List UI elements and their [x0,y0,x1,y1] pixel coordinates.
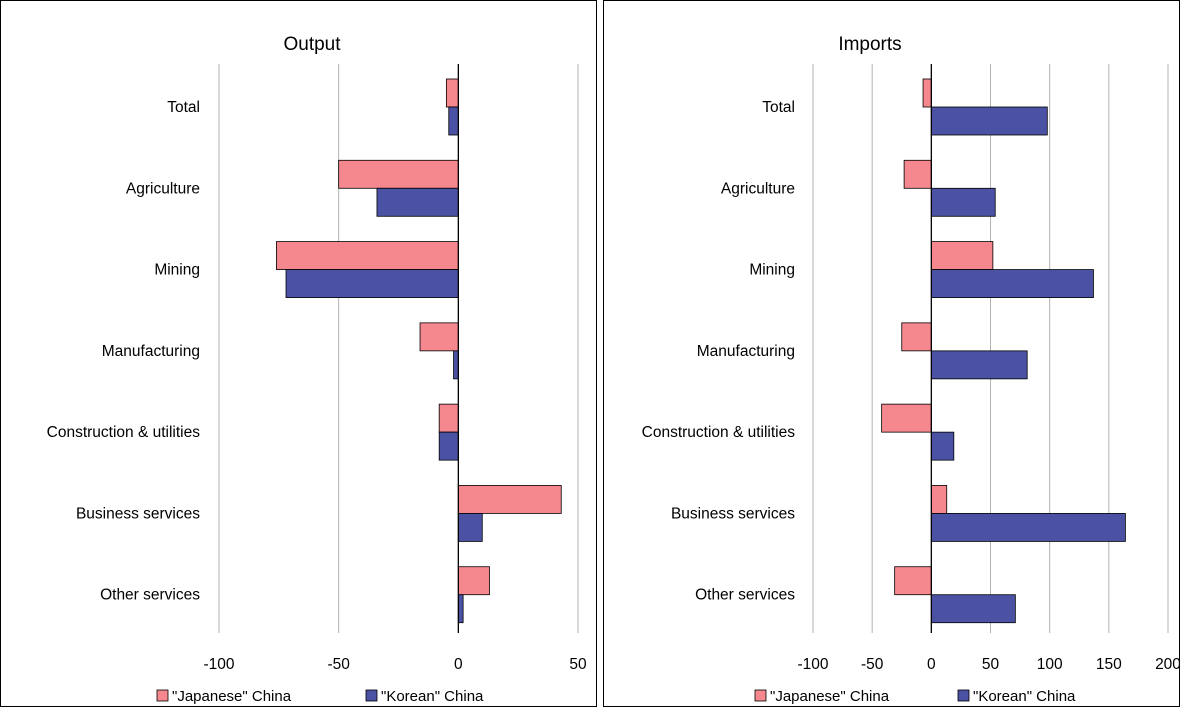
category-label: Manufacturing [102,343,200,360]
japanese-china-bar [894,566,932,596]
legend-swatch-japanese-china [156,689,169,702]
legend-label-japanese-china: "Japanese" China [770,688,890,705]
japanese-china-bar [457,566,490,596]
x-tick-label: 50 [569,656,587,673]
category-label: Total [167,99,200,116]
legend-swatch-japanese-china [754,689,767,702]
korean-china-bar [438,431,459,461]
chart-title: Output [283,34,341,55]
x-tick-label: 150 [1096,656,1122,673]
korean-china-bar [453,350,459,380]
korean-china-bar [457,594,464,624]
japanese-china-bar [922,78,932,108]
japanese-china-bar [438,403,459,433]
category-label: Construction & utilities [47,424,201,441]
korean-china-bar [448,106,459,136]
legend-label-korean-china: "Korean" China [381,688,484,705]
category-label: Construction & utilities [642,424,796,441]
japanese-china-bar [419,322,459,352]
x-tick-label: -100 [797,656,828,673]
imports-chart: Imports Total Agriculture Mining Manufacturi… [642,34,1180,705]
korean-china-bar [930,350,1028,380]
legend-label-korean-china: "Korean" China [973,688,1076,705]
output-chart: Output Total Agriculture Mining Manufacturin… [47,34,587,705]
category-label: Agriculture [721,180,795,197]
japanese-china-bar [930,485,948,514]
x-tick-label: -100 [203,656,234,673]
korean-china-bar [457,513,483,542]
japanese-china-bar [901,322,932,352]
japanese-china-bar [276,241,459,270]
korean-china-bar [930,513,1126,542]
output-chart-panel: Output Total Agriculture Mining Manufacturin… [0,0,597,707]
x-tick-label: 0 [927,656,936,673]
japanese-china-bar [445,78,459,108]
korean-china-bar [930,269,1094,298]
x-tick-label: 50 [982,656,1000,673]
japanese-china-bar [457,485,562,514]
category-label: Business services [76,505,200,522]
x-tick-label: -50 [861,656,884,673]
legend-swatch-korean-china [365,689,378,702]
korean-china-bar [930,106,1048,136]
x-tick-label: 0 [454,656,463,673]
japanese-china-bar [881,403,932,433]
category-label: Mining [154,262,200,279]
x-tick-label: -50 [327,656,350,673]
category-label: Mining [749,262,795,279]
x-tick-label: 100 [1037,656,1063,673]
x-tick-label: 200 [1155,656,1180,673]
category-label: Manufacturing [697,343,795,360]
imports-chart-panel: Imports Total Agriculture Mining Manufacturi… [603,0,1180,707]
category-label: Agriculture [126,180,200,197]
korean-china-bar [376,187,459,217]
category-label: Business services [671,505,795,522]
legend-label-japanese-china: "Japanese" China [172,688,292,705]
legend-swatch-korean-china [957,689,970,702]
category-label: Other services [695,587,795,604]
korean-china-bar [930,431,955,461]
category-label: Total [762,99,795,116]
chart-title: Imports [838,34,901,55]
japanese-china-bar [903,159,932,189]
korean-china-bar [930,594,1016,624]
korean-china-bar [285,269,459,298]
category-label: Other services [100,587,200,604]
japanese-china-bar [338,159,459,189]
japanese-china-bar [930,241,994,270]
korean-china-bar [930,187,996,217]
